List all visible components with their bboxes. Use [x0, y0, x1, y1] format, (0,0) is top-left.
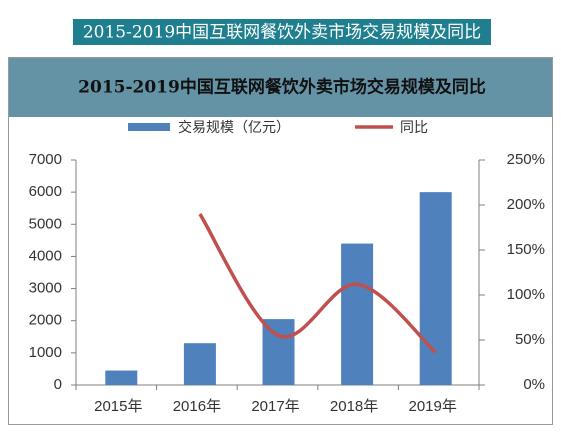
y2-tick-label: 0%	[523, 376, 545, 393]
chart-title: 2015-2019中国互联网餐饮外卖市场交易规模及同比	[78, 77, 486, 98]
bar	[419, 192, 452, 385]
y-tick-label: 4000	[29, 247, 62, 264]
heading-bg	[73, 19, 491, 45]
legend-label: 同比	[400, 120, 428, 136]
y2-tick-label: 100%	[507, 286, 545, 303]
bar	[341, 243, 374, 385]
legend-swatch	[128, 123, 170, 131]
y-tick-label: 1000	[29, 344, 62, 361]
y-tick-label: 3000	[29, 280, 62, 297]
y2-tick-label: 250%	[507, 151, 545, 168]
y2-tick-label: 150%	[507, 241, 545, 258]
bar	[183, 343, 216, 385]
x-tick-label: 2017年	[251, 398, 299, 415]
legend-label: 交易规模（亿元）	[178, 119, 290, 136]
y2-tick-label: 200%	[507, 196, 545, 213]
y-tick-label: 5000	[29, 215, 62, 232]
bar	[262, 319, 295, 385]
heading: 2015-2019中国互联网餐饮外卖市场交易规模及同比	[83, 23, 481, 43]
y2-tick-label: 50%	[515, 331, 545, 348]
x-tick-label: 2019年	[409, 398, 457, 415]
x-tick-label: 2015年	[94, 398, 142, 415]
title-band	[9, 58, 552, 117]
y-tick-label: 6000	[29, 183, 62, 200]
bar	[105, 370, 138, 385]
line	[198, 213, 437, 354]
y-tick-label: 7000	[29, 151, 62, 168]
y-tick-label: 0	[54, 376, 62, 393]
x-tick-label: 2018年	[330, 398, 378, 415]
y-tick-label: 2000	[29, 312, 62, 329]
x-tick-label: 2016年	[173, 398, 221, 415]
